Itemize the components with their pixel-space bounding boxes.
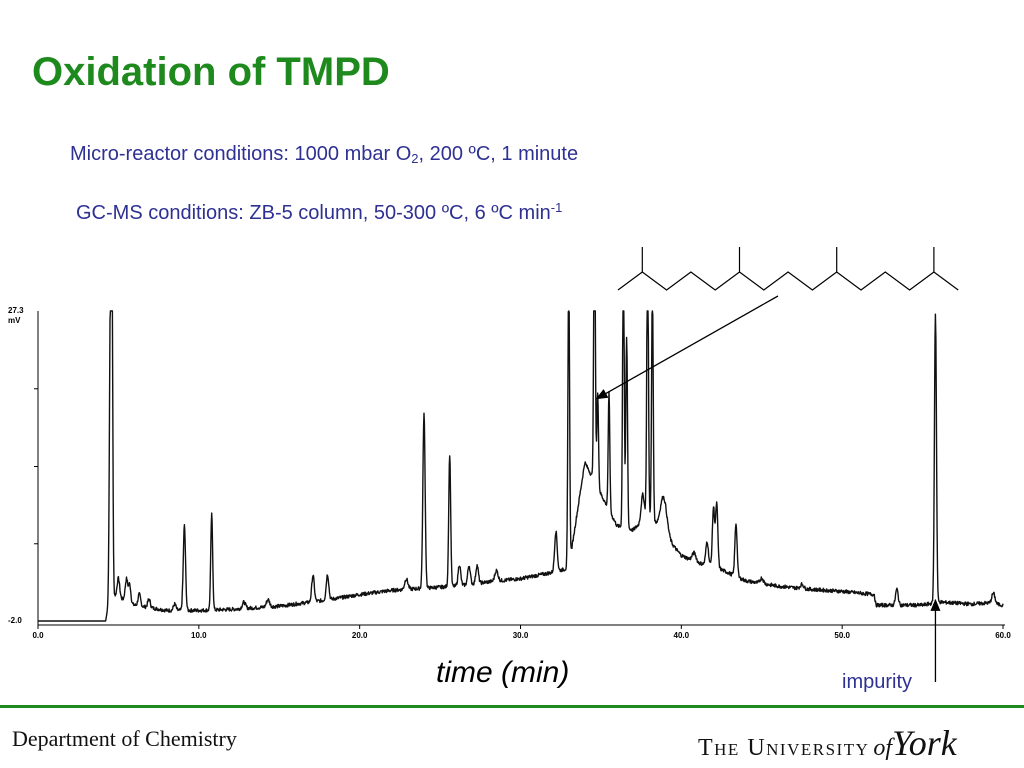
chromatogram-trace bbox=[37, 310, 1004, 622]
gcms-min-superscript: -1 bbox=[550, 200, 563, 215]
x-tick-label: 40.0 bbox=[674, 631, 690, 640]
logo-of: of bbox=[873, 735, 893, 761]
impurity-label: impurity bbox=[842, 671, 913, 693]
molecule-backbone bbox=[617, 271, 959, 291]
x-tick-label: 50.0 bbox=[834, 631, 850, 640]
department-name: Department of Chemistry bbox=[12, 726, 237, 751]
footer-divider bbox=[0, 705, 1024, 708]
x-tick-label: 20.0 bbox=[352, 631, 368, 640]
molecule-peak-arrow bbox=[595, 295, 779, 400]
reactor-conditions: Micro-reactor conditions: 1000 mbar O2, … bbox=[70, 143, 578, 166]
y-unit-label: mV bbox=[8, 316, 21, 325]
y-tick-label: 27.3 bbox=[8, 306, 24, 315]
x-tick-label: 0.0 bbox=[32, 631, 44, 640]
gcms-conditions-text: GC-MS conditions: ZB-5 column, 50-300 ºC… bbox=[76, 202, 551, 224]
x-axis-label: time (min) bbox=[436, 656, 570, 689]
x-tick-label: 30.0 bbox=[513, 631, 529, 640]
reactor-conditions-text: Micro-reactor conditions: 1000 mbar O bbox=[70, 143, 412, 165]
x-tick-label: 10.0 bbox=[191, 631, 207, 640]
logo-york: York bbox=[892, 723, 957, 763]
reactor-conditions-rest: , 200 ºC, 1 minute bbox=[418, 143, 579, 165]
y-tick-label: -2.0 bbox=[8, 616, 22, 625]
university-logo: The University ofYork bbox=[698, 722, 957, 764]
reactor-o2-subscript: 2 bbox=[411, 151, 419, 166]
molecule-structure-diagram bbox=[617, 247, 959, 291]
chromatogram-chart: 0.0 10.0 20.0 30.0 40.0 50.0 60.0 27.3 -2.0 mV bbox=[8, 247, 1011, 682]
slide-title: Oxidation of TMPD bbox=[32, 50, 390, 94]
x-tick-label: 60.0 bbox=[995, 631, 1011, 640]
logo-the-university: The University bbox=[698, 735, 870, 761]
chart-ticks: 0.0 10.0 20.0 30.0 40.0 50.0 60.0 27.3 -2.0 mV bbox=[8, 306, 1011, 640]
gcms-conditions: GC-MS conditions: ZB-5 column, 50-300 ºC… bbox=[76, 200, 562, 225]
